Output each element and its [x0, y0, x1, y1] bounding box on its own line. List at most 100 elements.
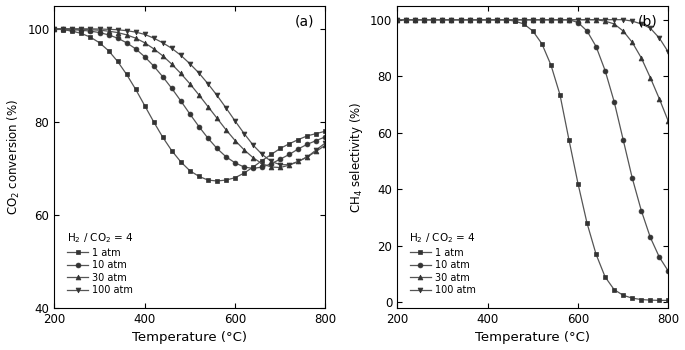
- 100 atm: [493, 18, 501, 22]
- 30 atm: [501, 18, 510, 22]
- 10 atm: [159, 75, 167, 79]
- 1 atm: [295, 138, 303, 142]
- Line: 30 atm: 30 atm: [52, 26, 328, 170]
- 30 atm: [556, 18, 564, 22]
- 30 atm: [177, 71, 185, 76]
- 10 atm: [123, 41, 131, 45]
- 30 atm: [321, 143, 329, 147]
- 10 atm: [447, 18, 456, 22]
- 1 atm: [484, 18, 492, 22]
- 10 atm: [59, 27, 67, 32]
- 10 atm: [222, 155, 230, 159]
- 1 atm: [249, 165, 258, 169]
- Line: 100 atm: 100 atm: [395, 17, 671, 55]
- 1 atm: [628, 296, 636, 300]
- 100 atm: [240, 131, 248, 135]
- 30 atm: [186, 82, 194, 86]
- 1 atm: [592, 252, 600, 257]
- 30 atm: [628, 40, 636, 44]
- Legend: 1 atm, 10 atm, 30 atm, 100 atm: 1 atm, 10 atm, 30 atm, 100 atm: [408, 230, 478, 297]
- 1 atm: [493, 18, 501, 22]
- Line: 1 atm: 1 atm: [52, 26, 328, 183]
- 1 atm: [547, 63, 555, 67]
- 10 atm: [240, 165, 248, 169]
- 10 atm: [213, 146, 221, 150]
- 10 atm: [204, 136, 212, 140]
- 100 atm: [312, 148, 321, 152]
- 1 atm: [411, 18, 419, 22]
- Text: (a): (a): [295, 15, 314, 29]
- 10 atm: [501, 18, 510, 22]
- 100 atm: [267, 159, 275, 163]
- 1 atm: [312, 131, 321, 135]
- 100 atm: [186, 62, 194, 66]
- 100 atm: [429, 18, 438, 22]
- 30 atm: [619, 29, 627, 33]
- 30 atm: [574, 18, 582, 22]
- 100 atm: [195, 71, 203, 75]
- 100 atm: [258, 152, 266, 156]
- 30 atm: [429, 18, 438, 22]
- 10 atm: [510, 18, 519, 22]
- 100 atm: [529, 18, 537, 22]
- Line: 1 atm: 1 atm: [395, 17, 671, 303]
- 10 atm: [393, 18, 401, 22]
- 1 atm: [267, 152, 275, 156]
- 1 atm: [510, 19, 519, 23]
- 10 atm: [637, 208, 645, 212]
- 30 atm: [484, 18, 492, 22]
- 30 atm: [583, 18, 591, 22]
- 10 atm: [104, 33, 112, 37]
- 30 atm: [637, 56, 645, 60]
- 1 atm: [195, 174, 203, 179]
- 100 atm: [249, 143, 258, 147]
- 10 atm: [664, 269, 673, 273]
- 10 atm: [656, 255, 664, 259]
- 1 atm: [132, 87, 140, 91]
- 1 atm: [456, 18, 464, 22]
- 1 atm: [276, 146, 284, 150]
- 10 atm: [95, 30, 103, 35]
- 100 atm: [538, 18, 546, 22]
- 30 atm: [249, 156, 258, 160]
- 1 atm: [421, 18, 429, 22]
- 30 atm: [312, 149, 321, 153]
- 30 atm: [456, 18, 464, 22]
- 10 atm: [610, 99, 619, 104]
- 1 atm: [140, 104, 149, 108]
- 1 atm: [656, 298, 664, 302]
- 1 atm: [466, 18, 474, 22]
- 30 atm: [50, 27, 58, 31]
- 1 atm: [520, 22, 528, 26]
- 100 atm: [393, 18, 401, 22]
- 30 atm: [421, 18, 429, 22]
- 100 atm: [95, 27, 103, 31]
- 10 atm: [529, 18, 537, 22]
- 10 atm: [285, 152, 293, 156]
- 30 atm: [393, 18, 401, 22]
- 1 atm: [447, 18, 456, 22]
- 100 atm: [583, 18, 591, 22]
- 10 atm: [520, 18, 528, 22]
- 30 atm: [565, 18, 573, 22]
- 1 atm: [258, 159, 266, 163]
- 10 atm: [168, 86, 176, 91]
- 30 atm: [231, 138, 239, 142]
- 100 atm: [321, 141, 329, 145]
- 30 atm: [276, 166, 284, 170]
- 10 atm: [619, 138, 627, 142]
- 10 atm: [646, 235, 654, 239]
- 100 atm: [501, 18, 510, 22]
- 100 atm: [168, 46, 176, 50]
- Y-axis label: CH$_4$ selectivity (%): CH$_4$ selectivity (%): [347, 101, 364, 212]
- 30 atm: [438, 18, 447, 22]
- 30 atm: [295, 159, 303, 163]
- 10 atm: [195, 125, 203, 129]
- 10 atm: [114, 36, 122, 40]
- 10 atm: [411, 18, 419, 22]
- 1 atm: [213, 179, 221, 183]
- 100 atm: [276, 163, 284, 167]
- 10 atm: [303, 142, 312, 146]
- 1 atm: [204, 178, 212, 182]
- 1 atm: [77, 32, 86, 36]
